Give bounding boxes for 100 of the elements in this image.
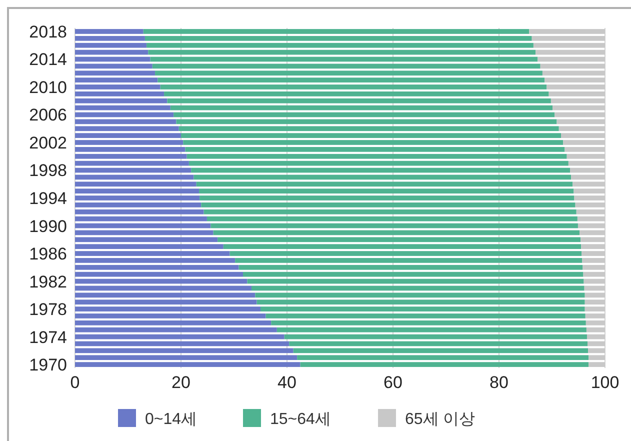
bar [75,56,150,62]
bar [155,70,542,76]
bar [75,147,186,152]
bar [251,286,584,291]
bar [75,182,196,187]
bar [199,188,574,194]
y-tick-label: 2002 [29,133,67,152]
bar [164,91,549,96]
bar [75,196,200,200]
y-tick-label: 1982 [29,272,67,292]
bar [75,258,236,263]
bar [167,98,551,104]
x-tick-label: 80 [490,373,508,392]
bar [255,292,585,298]
bar [75,42,147,48]
bar [75,112,174,118]
bar [75,36,145,41]
y-tick-label: 1998 [29,161,67,180]
x-tick-label: 20 [172,373,190,392]
y-tick-label: 2014 [29,50,67,70]
bar [75,230,214,236]
bar [75,216,207,222]
y-tick-label: 2018 [29,22,67,42]
bar [144,36,532,41]
y-tick-label: 2006 [29,106,67,125]
bar [223,244,582,249]
bar [185,147,565,152]
legend-label: 0~14세 [145,411,198,428]
bar [75,91,164,96]
bar [181,133,562,138]
bar [75,29,144,34]
bar [297,355,589,360]
bar [75,272,244,277]
bar [188,160,568,166]
bar [75,202,202,208]
bar [200,196,574,200]
bar [176,119,557,124]
bar [75,84,160,90]
bar [75,237,218,242]
bar [194,174,572,180]
y-tick-label: 1994 [29,189,67,208]
bar [75,119,176,124]
bar [247,278,584,284]
bar [148,50,536,55]
bar [243,272,584,277]
y-tick-label: 1986 [29,244,67,264]
bar [75,64,152,69]
bar [170,105,553,110]
bar [260,306,585,312]
y-tick-label: 2010 [29,78,67,97]
bar [75,140,184,145]
bar [75,292,256,298]
y-tick-label: 1978 [29,300,67,320]
bar [75,348,294,354]
x-tick-label: 60 [384,373,402,392]
bar [75,223,211,228]
x-tick-label: 40 [278,373,296,392]
bar [75,314,266,318]
bar [75,341,290,346]
bar [178,126,559,132]
bar [75,286,252,291]
bar [284,334,587,340]
bar [75,126,179,132]
bar [204,209,576,214]
bar [271,320,586,326]
bar [75,209,204,214]
bar [75,168,192,173]
bar [289,341,588,346]
y-tick-label: 1970 [29,356,67,375]
bar [146,42,534,48]
bar [75,160,189,166]
bar [75,244,224,249]
bar [75,78,158,82]
bar [201,202,576,208]
bar [266,314,586,318]
bar [75,154,187,159]
legend-label: 65세 이상 [405,411,476,428]
bar [75,278,248,284]
bar [213,230,580,236]
x-tick-label: 100 [590,373,620,392]
bar [158,78,545,82]
bar [293,348,588,354]
bar [256,300,585,305]
bar [75,133,181,138]
bar [75,334,284,340]
bar [276,327,586,332]
bar [75,174,194,180]
bar [75,50,148,55]
bar [75,355,298,360]
bar [75,188,200,194]
y-tick-label: 1990 [29,216,67,236]
bar [75,327,277,332]
bar [75,362,300,367]
bar [75,300,257,305]
bar [75,264,239,270]
x-tick-label: 0 [70,373,80,392]
bar [186,154,567,159]
bar [235,258,582,263]
bar [75,98,168,104]
bar [75,105,170,110]
